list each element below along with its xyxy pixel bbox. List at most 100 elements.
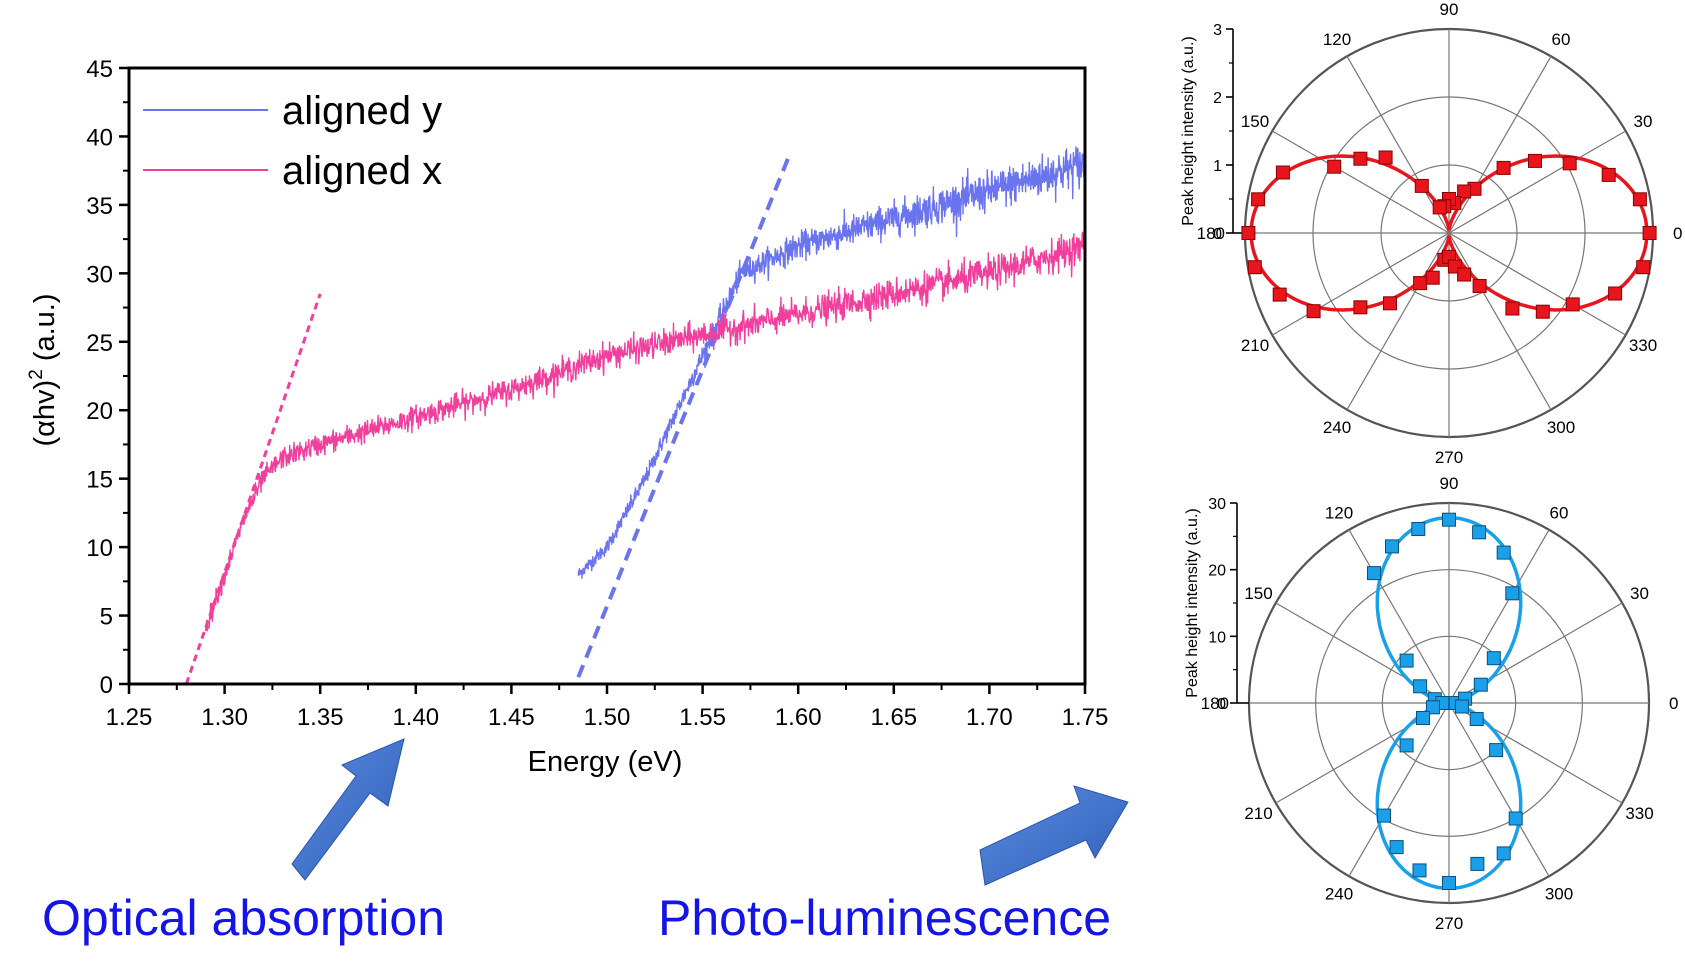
polar-data-point — [1414, 178, 1429, 193]
x-tick-label: 1.70 — [966, 704, 1013, 731]
polar-data-point — [1413, 276, 1428, 291]
polar-data-point — [1306, 304, 1321, 319]
fit-line-aligned-y — [576, 156, 791, 678]
polar-data-point — [1496, 545, 1511, 560]
polar-angle-label: 210 — [1241, 336, 1269, 355]
polar-data-point — [1457, 184, 1472, 199]
polar-radial-axis-label: Peak height intensity (a.u.) — [1180, 36, 1197, 225]
polar-data-point — [1454, 699, 1469, 714]
polar-angle-label: 120 — [1323, 30, 1351, 49]
polar-data-point — [1608, 286, 1623, 301]
x-tick-label: 1.60 — [775, 704, 822, 731]
polar-data-point — [1457, 267, 1472, 282]
y-tick-label: 45 — [86, 56, 113, 83]
polar-data-point — [1473, 677, 1488, 692]
polar-chart-top: 0 30 60 90 120 150 180 210 240 270 300 330 0 1 2 3 Peak … — [1180, 0, 1682, 467]
polar-data-point — [1399, 653, 1414, 668]
polar-data-point — [1442, 512, 1456, 527]
main-plot-area — [184, 146, 1086, 685]
polar-data-point — [1528, 153, 1542, 168]
y-axis-label: (αhv)2 (a.u.) — [26, 293, 61, 446]
polar-chart-bottom: 0 30 60 90 120 150 180 210 240 270 300 330 0 10 20 30 Pe… — [1184, 474, 1678, 933]
polar-data-point — [1241, 226, 1256, 240]
polar-data-point — [1636, 260, 1651, 275]
polar-data-point — [1413, 679, 1428, 694]
polar-data-point — [1272, 287, 1287, 302]
polar-spoke — [1448, 702, 1550, 877]
arrow-up-right-icon — [291, 738, 405, 881]
polar-spoke — [1448, 232, 1626, 336]
polar-data-point — [1496, 846, 1511, 861]
polar-spoke — [1348, 702, 1450, 877]
polar-radial-axis-label: Peak height intensity (a.u.) — [1184, 508, 1201, 697]
polar-data-point — [1411, 522, 1426, 536]
series-line-aligned-x — [204, 231, 1086, 632]
polar-data-point — [1327, 159, 1342, 174]
y-tick-label: 10 — [86, 535, 113, 562]
y-axis-label-unit: (a.u.) — [29, 293, 61, 369]
polar-radial-tick-label: 2 — [1213, 90, 1222, 107]
arrow-right-icon — [979, 785, 1129, 886]
y-axis-label-main: (αhv) — [29, 380, 61, 447]
polar-data-point — [1601, 167, 1616, 182]
polar-data-point — [1489, 743, 1504, 758]
x-axis-label: Energy (eV) — [528, 746, 683, 778]
main-y-tick-labels: 0 5 10 15 20 25 30 35 40 45 — [86, 56, 113, 699]
x-tick-label: 1.30 — [201, 704, 248, 731]
polar-radial-tick-label: 0 — [1217, 696, 1226, 713]
absorption-chart: 1.25 1.30 1.35 1.40 1.45 1.50 1.55 1.60 1.65 1.70… — [26, 56, 1108, 778]
polar-angle-label: 240 — [1323, 418, 1351, 437]
main-x-tick-labels: 1.25 1.30 1.35 1.40 1.45 1.50 1.55 1.60 1.65 1.70… — [106, 704, 1109, 731]
polar-data-point — [1377, 808, 1391, 823]
polar-data-point — [1389, 840, 1404, 855]
y-tick-label: 40 — [86, 124, 113, 151]
fit-line-aligned-x — [184, 293, 322, 685]
polar-radial-tick-label: 3 — [1213, 22, 1222, 39]
main-axis-ticks — [119, 66, 1087, 694]
polar-angle-label: 30 — [1630, 584, 1649, 603]
polar-radial-tick-label: 1 — [1213, 158, 1222, 175]
polar-data-point — [1562, 156, 1577, 171]
polar-angle-label: 330 — [1629, 336, 1657, 355]
main-plot-frame — [127, 66, 1087, 686]
polar-data-point — [1425, 270, 1440, 285]
polar-data-point — [1508, 811, 1523, 826]
legend-label: aligned y — [282, 89, 442, 133]
polar-data-point — [1470, 856, 1485, 871]
polar-angle-label: 180 — [1197, 224, 1225, 243]
polar-data-point — [1472, 279, 1487, 293]
polar-spoke — [1448, 529, 1550, 704]
polar-angle-label: 0 — [1669, 694, 1678, 713]
x-tick-label: 1.45 — [488, 704, 535, 731]
x-tick-label: 1.75 — [1062, 704, 1109, 731]
y-tick-label: 5 — [100, 604, 113, 631]
y-tick-label: 0 — [100, 672, 113, 699]
polar-data-point — [1251, 192, 1266, 207]
polar-angle-label: 210 — [1244, 804, 1272, 823]
polar-angle-label: 300 — [1545, 885, 1573, 904]
polar-angle-label: 180 — [1201, 694, 1229, 713]
polar-data-point — [1383, 296, 1397, 311]
polar-data-point — [1469, 712, 1484, 726]
polar-data-point — [1535, 304, 1550, 319]
polar-data-point — [1247, 260, 1262, 275]
polar-angle-label: 60 — [1552, 30, 1571, 49]
polar-data-point — [1472, 525, 1487, 540]
polar-spoke — [1348, 529, 1450, 704]
polar-data-point — [1505, 586, 1520, 601]
polar-radial-tick-label: 10 — [1208, 629, 1226, 646]
polar-radial-tick-label: 30 — [1208, 496, 1226, 513]
legend-label: aligned x — [282, 149, 442, 193]
polar-spoke — [1448, 232, 1552, 410]
x-tick-label: 1.55 — [679, 704, 726, 731]
x-tick-label: 1.40 — [392, 704, 439, 731]
polar-angle-label: 240 — [1325, 885, 1353, 904]
polar-data-point — [1496, 160, 1511, 175]
polar-data-point — [1378, 150, 1393, 165]
polar-angle-label: 330 — [1625, 804, 1653, 823]
polar-radial-tick-label: 0 — [1213, 226, 1222, 243]
polar-radial-tick-label: 20 — [1208, 563, 1226, 580]
polar-data-point — [1412, 863, 1427, 878]
polar-data-point — [1399, 738, 1414, 753]
